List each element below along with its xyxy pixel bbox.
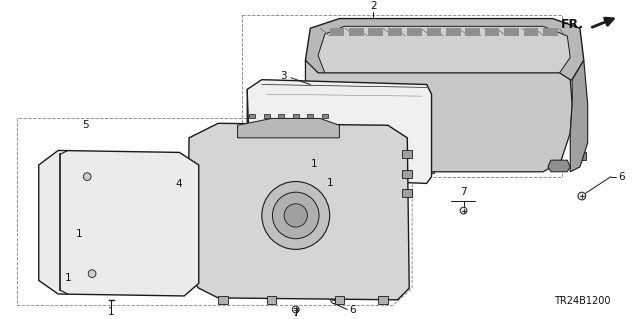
Polygon shape (465, 28, 480, 36)
Bar (427, 167, 435, 173)
Circle shape (331, 296, 339, 304)
Polygon shape (330, 28, 344, 36)
Polygon shape (548, 160, 570, 172)
Polygon shape (524, 28, 538, 36)
Circle shape (292, 306, 299, 313)
Text: 2: 2 (370, 1, 377, 11)
Polygon shape (349, 28, 364, 36)
Bar (572, 94, 586, 102)
Bar (403, 151, 412, 158)
Text: 1: 1 (326, 178, 333, 189)
Circle shape (273, 192, 319, 239)
Circle shape (284, 204, 307, 227)
Text: 1: 1 (311, 159, 317, 169)
Polygon shape (543, 28, 557, 36)
Polygon shape (427, 28, 441, 36)
Polygon shape (369, 28, 383, 36)
Bar (249, 114, 255, 118)
Bar (572, 114, 586, 121)
Bar (403, 170, 412, 178)
Circle shape (578, 192, 586, 200)
Polygon shape (407, 28, 422, 36)
Text: 1: 1 (65, 272, 71, 283)
Polygon shape (247, 80, 431, 183)
Bar (307, 114, 313, 118)
Polygon shape (237, 118, 339, 138)
Bar (335, 296, 344, 304)
Polygon shape (305, 60, 572, 172)
Polygon shape (485, 28, 499, 36)
Text: TR24B1200: TR24B1200 (554, 296, 611, 306)
Ellipse shape (337, 87, 439, 169)
Bar (218, 296, 228, 304)
Bar (427, 99, 435, 105)
Polygon shape (39, 151, 199, 296)
Text: 7: 7 (460, 187, 467, 197)
Polygon shape (446, 28, 461, 36)
Bar (427, 133, 435, 139)
Bar (322, 114, 328, 118)
Circle shape (88, 270, 96, 278)
Polygon shape (187, 123, 409, 300)
Bar (293, 114, 299, 118)
Text: 6: 6 (618, 172, 625, 182)
Bar (572, 152, 586, 160)
Polygon shape (305, 19, 584, 89)
Text: 4: 4 (175, 179, 182, 189)
Ellipse shape (465, 89, 553, 167)
Text: 3: 3 (280, 71, 287, 81)
Bar (378, 296, 388, 304)
Text: 1: 1 (108, 308, 115, 317)
Polygon shape (504, 28, 519, 36)
Ellipse shape (345, 94, 431, 162)
Polygon shape (388, 28, 403, 36)
Polygon shape (570, 60, 588, 172)
Circle shape (460, 207, 467, 214)
Bar (264, 114, 269, 118)
Text: 1: 1 (76, 229, 83, 239)
Text: 6: 6 (349, 306, 356, 315)
Circle shape (262, 182, 330, 249)
Bar (267, 296, 276, 304)
Text: FR.: FR. (561, 18, 584, 31)
Circle shape (83, 173, 91, 181)
Bar (403, 189, 412, 197)
Text: 7: 7 (292, 308, 299, 318)
Ellipse shape (473, 97, 545, 159)
Polygon shape (318, 26, 570, 80)
Bar (572, 133, 586, 141)
Text: 5: 5 (82, 120, 88, 130)
Bar (278, 114, 284, 118)
